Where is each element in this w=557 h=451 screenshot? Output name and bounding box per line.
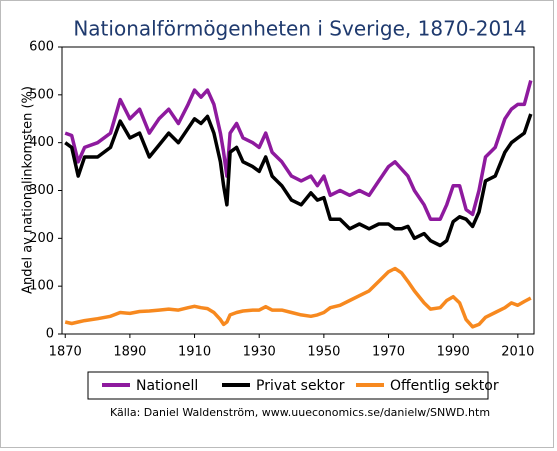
y-axis-label: Andel av nationalinkomsten (%)	[21, 86, 36, 294]
legend-label: Nationell	[136, 378, 198, 394]
x-tick-label: 1950	[307, 345, 340, 360]
x-tick-label: 2010	[501, 345, 534, 360]
y-tick-label: 0	[46, 327, 54, 342]
source-note: Källa: Daniel Waldenström, www.uueconomi…	[110, 406, 490, 419]
x-tick-label: 1910	[178, 345, 211, 360]
x-tick-label: 1890	[113, 345, 146, 360]
series-line	[64, 266, 532, 329]
series-line	[64, 113, 533, 248]
y-tick-label: 200	[29, 231, 54, 246]
x-tick-label: 1870	[49, 345, 82, 360]
y-tick-label: 500	[29, 87, 54, 102]
x-tick-label: 1970	[372, 345, 405, 360]
y-tick-label: 600	[29, 40, 54, 55]
plot-frame	[61, 46, 535, 335]
x-tick-label: 1930	[243, 345, 276, 360]
legend-box	[87, 371, 489, 400]
y-tick-label: 300	[29, 183, 54, 198]
x-tick-label: 1990	[437, 345, 470, 360]
y-tick-label: 400	[29, 135, 54, 150]
legend-label: Offentlig sektor	[390, 378, 499, 394]
y-tick-label: 100	[29, 279, 54, 294]
legend-label: Privat sektor	[256, 378, 345, 394]
chart-title: Nationalförmögenheten i Sverige, 1870-20…	[73, 17, 526, 41]
series-line	[64, 80, 533, 221]
